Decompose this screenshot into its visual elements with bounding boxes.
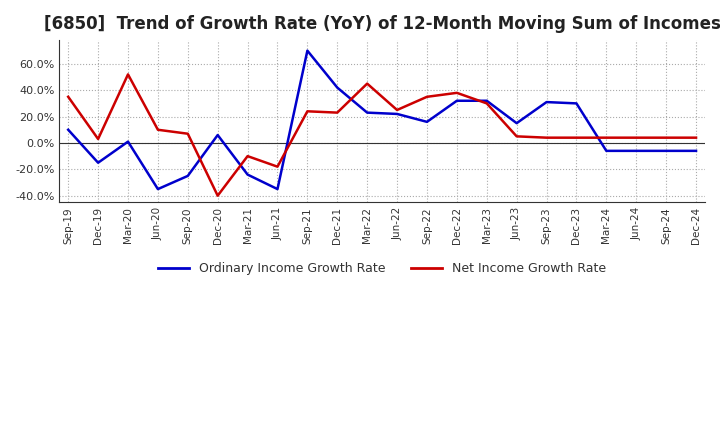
Net Income Growth Rate (64, 94, 73, 99)
Net Income Growth Rate (273, 164, 282, 169)
Ordinary Income Growth Rate (303, 48, 312, 53)
Net Income Growth Rate (124, 72, 132, 77)
Ordinary Income Growth Rate (632, 148, 641, 154)
Ordinary Income Growth Rate (273, 187, 282, 192)
Net Income Growth Rate (662, 135, 670, 140)
Ordinary Income Growth Rate (423, 119, 431, 125)
Ordinary Income Growth Rate (243, 172, 252, 177)
Ordinary Income Growth Rate (572, 101, 581, 106)
Net Income Growth Rate (303, 109, 312, 114)
Net Income Growth Rate (153, 127, 162, 132)
Ordinary Income Growth Rate (482, 98, 491, 103)
Net Income Growth Rate (632, 135, 641, 140)
Ordinary Income Growth Rate (662, 148, 670, 154)
Net Income Growth Rate (602, 135, 611, 140)
Net Income Growth Rate (423, 94, 431, 99)
Title: [6850]  Trend of Growth Rate (YoY) of 12-Month Moving Sum of Incomes: [6850] Trend of Growth Rate (YoY) of 12-… (44, 15, 720, 33)
Ordinary Income Growth Rate (692, 148, 701, 154)
Net Income Growth Rate (513, 134, 521, 139)
Net Income Growth Rate (482, 101, 491, 106)
Net Income Growth Rate (333, 110, 341, 115)
Net Income Growth Rate (692, 135, 701, 140)
Ordinary Income Growth Rate (184, 173, 192, 179)
Ordinary Income Growth Rate (363, 110, 372, 115)
Net Income Growth Rate (184, 131, 192, 136)
Ordinary Income Growth Rate (94, 160, 102, 165)
Line: Net Income Growth Rate: Net Income Growth Rate (68, 74, 696, 196)
Ordinary Income Growth Rate (542, 99, 551, 105)
Ordinary Income Growth Rate (392, 111, 401, 117)
Net Income Growth Rate (542, 135, 551, 140)
Ordinary Income Growth Rate (453, 98, 462, 103)
Ordinary Income Growth Rate (64, 127, 73, 132)
Net Income Growth Rate (363, 81, 372, 86)
Net Income Growth Rate (392, 107, 401, 113)
Ordinary Income Growth Rate (213, 132, 222, 138)
Line: Ordinary Income Growth Rate: Ordinary Income Growth Rate (68, 51, 696, 189)
Legend: Ordinary Income Growth Rate, Net Income Growth Rate: Ordinary Income Growth Rate, Net Income … (153, 257, 611, 280)
Net Income Growth Rate (453, 90, 462, 95)
Net Income Growth Rate (572, 135, 581, 140)
Ordinary Income Growth Rate (124, 139, 132, 144)
Ordinary Income Growth Rate (153, 187, 162, 192)
Net Income Growth Rate (94, 136, 102, 142)
Net Income Growth Rate (213, 193, 222, 198)
Ordinary Income Growth Rate (513, 121, 521, 126)
Net Income Growth Rate (243, 154, 252, 159)
Ordinary Income Growth Rate (333, 85, 341, 90)
Ordinary Income Growth Rate (602, 148, 611, 154)
